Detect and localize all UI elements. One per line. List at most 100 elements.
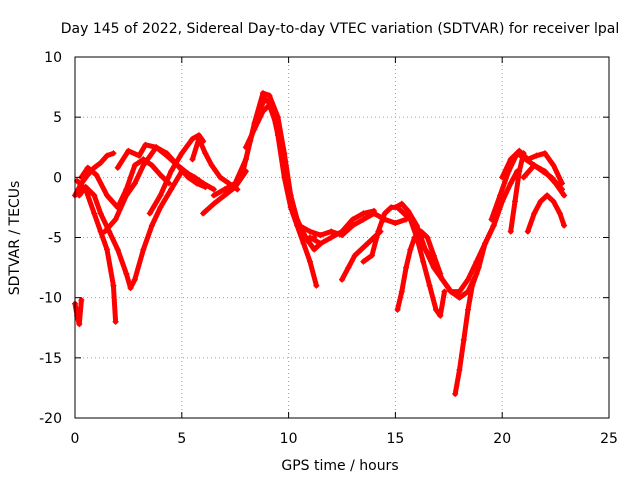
data-point [499, 174, 506, 181]
series-pass-07 [114, 141, 217, 193]
data-point [208, 162, 215, 169]
data-point [360, 258, 367, 265]
data-point [202, 150, 209, 157]
data-point [559, 180, 566, 187]
data-point [123, 192, 130, 199]
data-point [360, 210, 367, 217]
y-tick-label: -15 [39, 351, 62, 367]
data-point [168, 186, 175, 193]
x-tick-label: 25 [600, 431, 618, 447]
x-tick-label: 10 [280, 431, 298, 447]
data-point [351, 252, 358, 259]
data-point [114, 246, 121, 253]
chart-title: Day 145 of 2022, Sidereal Day-to-day VTE… [61, 21, 619, 37]
data-point [279, 150, 286, 157]
data-point [185, 170, 192, 177]
data-point [400, 210, 407, 217]
data-point [360, 216, 367, 223]
y-tick-label: 0 [53, 170, 62, 186]
data-point [112, 318, 119, 325]
data-point [418, 228, 425, 235]
x-tick-label: 5 [177, 431, 186, 447]
series-pass-03 [72, 297, 85, 328]
data-point [200, 180, 207, 187]
data-layer [72, 90, 568, 397]
data-point [556, 210, 563, 217]
data-point [131, 180, 138, 187]
data-point [398, 200, 405, 207]
data-point [146, 210, 153, 217]
data-point [101, 228, 108, 235]
data-point [76, 321, 83, 328]
data-point [104, 192, 111, 199]
data-point [407, 246, 414, 253]
series-pass-15 [306, 208, 378, 247]
data-point [200, 210, 207, 217]
data-point [441, 288, 448, 295]
data-point [550, 162, 557, 169]
data-point [131, 276, 138, 283]
data-point [93, 171, 100, 178]
data-point [544, 192, 551, 199]
data-point [533, 152, 540, 159]
data-point [306, 234, 313, 241]
axes: 0 5 10 15 20 25 -20 -15 -10 -5 0 5 10 [39, 50, 618, 447]
series-pass-13 [242, 102, 318, 243]
data-point [394, 306, 401, 313]
data-point [507, 180, 514, 187]
data-point [114, 164, 121, 171]
y-tick-label: 10 [44, 50, 62, 66]
series-pass-14 [296, 210, 410, 239]
data-point [422, 246, 429, 253]
data-point [221, 192, 228, 199]
x-axis-label: GPS time / hours [281, 458, 398, 474]
data-point [524, 156, 531, 163]
data-point [465, 306, 472, 313]
data-point [452, 390, 459, 397]
series-trace [76, 168, 185, 291]
data-point [266, 102, 273, 109]
data-point [142, 141, 149, 148]
data-point [371, 208, 378, 215]
data-point [262, 96, 269, 103]
data-point [125, 147, 132, 154]
data-point [104, 152, 111, 159]
y-tick-label: -5 [48, 231, 62, 247]
series-pass-24 [507, 150, 527, 235]
data-point [110, 150, 117, 157]
data-point [345, 264, 352, 271]
data-point [123, 270, 130, 277]
data-point [512, 198, 519, 205]
data-point [507, 228, 514, 235]
series-pass-25 [524, 192, 568, 235]
data-point [153, 144, 160, 151]
series-pass-05 [78, 156, 172, 211]
data-point [157, 204, 164, 211]
x-tick-label: 0 [71, 431, 80, 447]
data-point [524, 228, 531, 235]
data-point [78, 297, 85, 304]
data-point [469, 282, 476, 289]
data-point [339, 228, 345, 235]
data-point [339, 276, 345, 283]
data-point [392, 220, 399, 227]
data-point [439, 276, 446, 283]
data-point [97, 159, 104, 166]
data-point [148, 222, 155, 229]
data-point [552, 180, 559, 187]
data-point [140, 246, 147, 253]
series-trace [508, 150, 527, 234]
data-point [251, 126, 258, 133]
data-point [561, 192, 568, 199]
series-pass-09 [189, 135, 241, 193]
y-tick-label: 5 [53, 110, 62, 126]
data-point [413, 234, 420, 241]
series-trace [499, 148, 565, 186]
data-point [465, 276, 472, 283]
data-point [405, 208, 412, 215]
data-point [210, 200, 217, 207]
data-point [300, 240, 307, 247]
data-point [456, 294, 463, 301]
series-pass-21 [452, 168, 521, 397]
data-point [210, 186, 217, 193]
